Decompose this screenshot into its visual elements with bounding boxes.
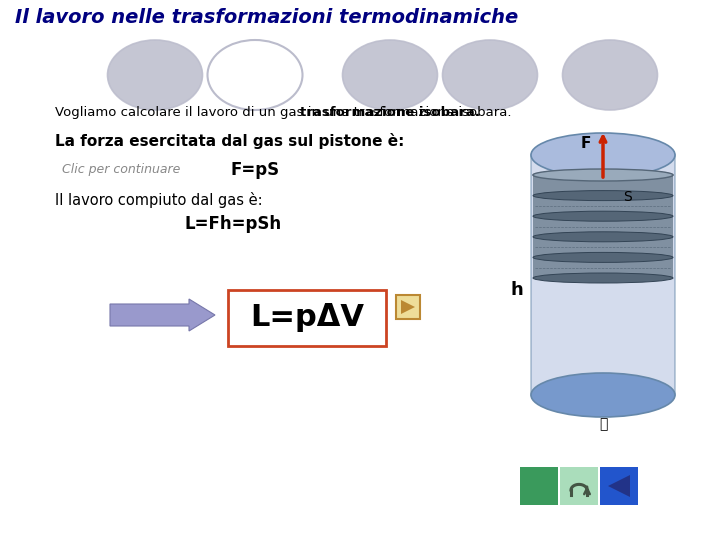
Polygon shape [608,475,630,497]
Text: Il lavoro nelle trasformazioni termodinamiche: Il lavoro nelle trasformazioni termodina… [15,8,518,27]
Text: Il lavoro compiuto dal gas è:: Il lavoro compiuto dal gas è: [55,192,263,208]
Ellipse shape [533,211,673,221]
Ellipse shape [533,252,673,262]
FancyArrow shape [110,299,215,331]
Text: F=pS: F=pS [230,161,279,179]
Text: Clic per continuare: Clic per continuare [62,163,181,176]
Ellipse shape [533,169,673,181]
Ellipse shape [533,232,673,242]
Text: trasformazione isobara.: trasformazione isobara. [300,106,480,119]
Ellipse shape [533,191,673,200]
Text: L=pΔV: L=pΔV [250,303,364,333]
Bar [600,467,638,505]
Text: F: F [581,136,591,151]
Ellipse shape [531,133,675,177]
Bar [396,295,420,319]
Ellipse shape [562,40,657,110]
Polygon shape [531,155,675,395]
Ellipse shape [107,40,202,110]
Ellipse shape [207,40,302,110]
Ellipse shape [531,373,675,417]
Ellipse shape [343,40,438,110]
Polygon shape [533,175,673,278]
Polygon shape [401,300,415,314]
Ellipse shape [533,273,673,283]
Bar [228,290,386,346]
Text: S: S [623,190,631,204]
Text: 🔥: 🔥 [599,417,607,431]
Text: h: h [511,281,523,299]
Text: La forza esercitata dal gas sul pistone è:: La forza esercitata dal gas sul pistone … [55,133,405,149]
Text: L=Fh=pSh: L=Fh=pSh [185,215,282,233]
Bar [520,467,558,505]
Bar [560,467,598,505]
Ellipse shape [533,170,673,180]
Text: Vogliamo calcolare il lavoro di un gas in una trasformazione isobara.: Vogliamo calcolare il lavoro di un gas i… [55,106,511,119]
Ellipse shape [443,40,538,110]
